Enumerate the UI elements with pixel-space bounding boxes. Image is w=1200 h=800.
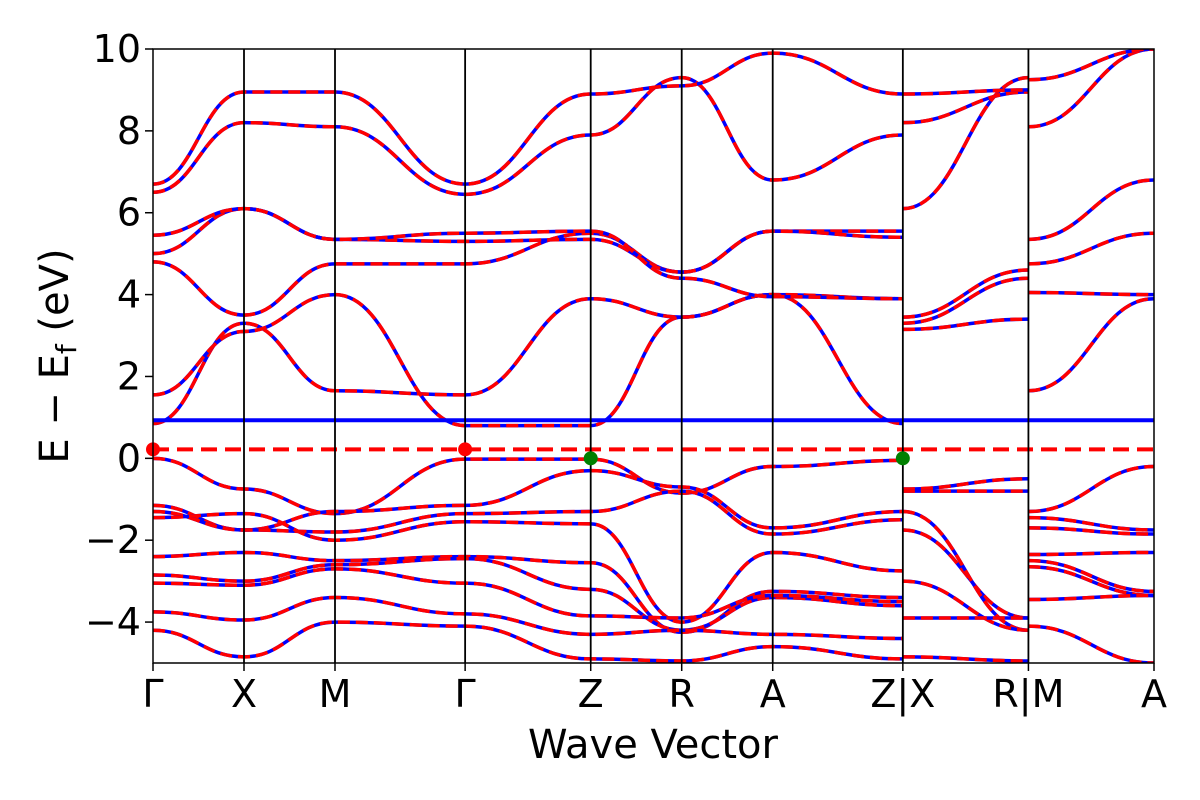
band-red-21 (902, 88, 1029, 96)
band-red-14 (153, 595, 903, 641)
x-tick-label-4: Z (578, 672, 604, 716)
y-axis-title-main: E − E (32, 354, 78, 464)
band-red-34 (1028, 49, 1154, 82)
x-tick-label-2: M (319, 672, 352, 716)
band-red-32 (1028, 178, 1154, 242)
y-tick-label-0: −4 (85, 600, 141, 644)
band-red-35 (1028, 464, 1154, 514)
x-tick-label-3: Γ (455, 672, 476, 716)
band-red-25 (902, 509, 1029, 633)
band-red-4 (153, 206, 903, 301)
band-edge-marker-2 (583, 451, 598, 466)
y-tick-label-6: 8 (117, 109, 141, 153)
band-red-13 (153, 567, 903, 620)
band-red-11 (153, 550, 903, 635)
band-red-28 (902, 655, 1029, 663)
y-tick-label-3: 2 (117, 354, 141, 398)
reference-lines-layer (153, 418, 1154, 452)
x-axis-title: Wave Vector (528, 722, 779, 768)
band-red-42 (1028, 624, 1154, 663)
band-red-5 (153, 75, 903, 197)
y-tick-label-4: 4 (117, 273, 141, 317)
band-red-22 (902, 477, 1029, 491)
y-axis-title: E − Ef (eV) (32, 248, 83, 463)
band-red-19 (902, 75, 1029, 211)
y-tick-label-7: 10 (93, 27, 141, 71)
band-red-41 (1028, 593, 1154, 602)
band-red-18 (902, 317, 1029, 332)
band-red-30 (1028, 290, 1154, 297)
band-red-37 (1028, 526, 1154, 536)
band-red-16 (902, 268, 1029, 319)
band-red-29 (1028, 296, 1154, 393)
x-ticks-layer: Γ X M Γ Z R A Z|X R|M A (142, 663, 1167, 717)
band-red-26 (902, 579, 1029, 633)
x-tick-label-7: Z|X (870, 672, 935, 717)
band-red-8 (153, 468, 903, 532)
band-red-12 (153, 556, 903, 633)
y-axis-title-subscript: f (50, 343, 83, 354)
y-ticks-layer: −4 −2 0 2 4 6 8 10 (85, 27, 153, 644)
y-axis-title-unit: (eV) (32, 248, 78, 344)
kpoint-lines-layer (243, 49, 1030, 663)
band-red-36 (1028, 515, 1154, 532)
x-tick-label-9: A (1141, 672, 1167, 716)
y-tick-label-1: −2 (85, 518, 141, 562)
plot-background (153, 49, 1154, 663)
band-red-39 (1028, 558, 1154, 594)
x-tick-label-0: Γ (142, 672, 163, 716)
band-edge-marker-1 (458, 442, 473, 457)
band-red-9 (153, 489, 903, 536)
plot-frame (152, 48, 1155, 664)
band-red-38 (1028, 550, 1154, 557)
markers-layer (146, 442, 910, 466)
x-tick-label-5: R (669, 672, 695, 716)
x-tick-label-1: X (231, 672, 257, 716)
band-red-20 (902, 90, 1029, 125)
bands-layer (153, 49, 1154, 663)
band-edge-marker-3 (895, 451, 910, 466)
x-tick-label-8: R|M (992, 672, 1064, 717)
band-red-15 (153, 620, 903, 663)
band-red-17 (902, 276, 1029, 326)
y-tick-label-2: 0 (117, 436, 141, 480)
y-tick-label-5: 6 (117, 191, 141, 235)
band-red-7 (153, 456, 903, 516)
band-red-33 (1028, 49, 1154, 129)
x-tick-label-6: A (760, 672, 786, 716)
band-red-31 (1028, 231, 1154, 266)
band-red-10 (153, 511, 903, 624)
